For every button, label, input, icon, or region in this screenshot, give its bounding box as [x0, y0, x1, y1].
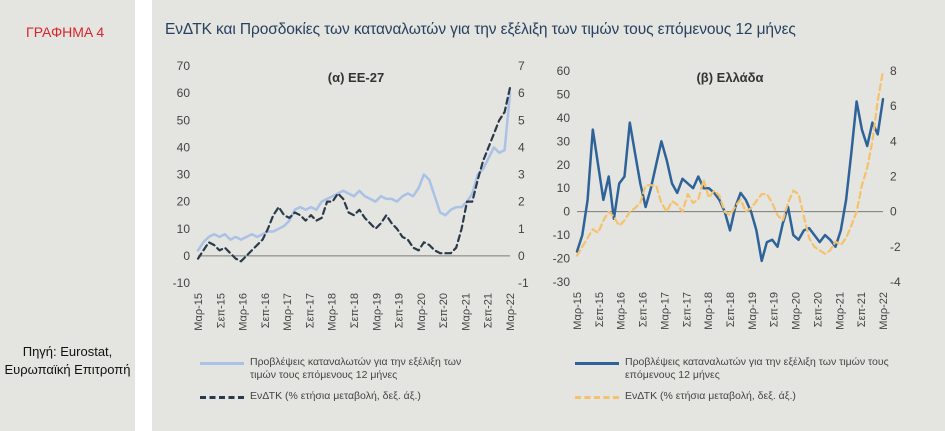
x-tick-label: Σεπ-16: [638, 292, 650, 327]
y-tick-left: -10: [553, 228, 571, 242]
y-tick-left: 30: [177, 168, 191, 182]
x-tick-label: Μαρ-20: [416, 293, 428, 331]
y-tick-left: 60: [557, 64, 571, 78]
x-tick-label: Μαρ-19: [747, 292, 759, 330]
legend-gr-expectations-label: Προβλέψεις καταναλωτών για την εξέλιξη τ…: [625, 356, 889, 381]
x-tick-label: Σεπ-17: [304, 293, 316, 328]
y-tick-left: -20: [553, 252, 571, 266]
panel-title-eu: (α) ΕΕ-27: [328, 70, 384, 85]
legend-gr: Προβλέψεις καταναλωτών για την εξέλιξη τ…: [575, 356, 895, 404]
y-tick-right: -4: [890, 275, 901, 289]
x-tick-label: Μαρ-15: [572, 292, 584, 330]
y-tick-right: 2: [890, 170, 897, 184]
hicp-line-gr: [575, 69, 885, 257]
x-tick-label: Σεπ-20: [812, 292, 824, 327]
y-tick-right: -1: [518, 276, 529, 290]
legend-gr-hicp-label: ΕνΔΤΚ (% ετήσια μεταβολή, δεξ. άξ.): [625, 390, 796, 402]
x-tick-label: Μαρ-21: [460, 293, 472, 331]
y-tick-left: -30: [553, 275, 571, 289]
y-tick-right: 7: [518, 59, 525, 73]
y-tick-right: 5: [518, 113, 525, 127]
legend-eu-hicp: ΕνΔΤΚ (% ετήσια μεταβολή, δεξ. άξ.): [200, 390, 490, 404]
x-tick-label: Μαρ-20: [791, 292, 803, 330]
y-tick-right: 2: [518, 195, 525, 209]
legend-gr-expectations-swatch: [575, 362, 619, 365]
y-tick-right: 0: [890, 205, 897, 219]
source-note: Πηγή: Eurostat, Ευρωπαϊκή Επιτροπή: [4, 344, 131, 377]
x-tick-label: Μαρ-17: [282, 293, 294, 331]
x-tick-label: Σεπ-21: [856, 292, 868, 327]
y-tick-left: 40: [557, 111, 571, 125]
expectations-line-gr: [575, 97, 885, 263]
y-tick-left: 20: [177, 195, 191, 209]
y-tick-right: 6: [518, 86, 525, 100]
y-tick-left: 70: [177, 59, 191, 73]
x-tick-label: Σεπ-17: [681, 292, 693, 327]
x-tick-label: Σεπ-16: [260, 293, 272, 328]
legend-eu-hicp-label: ΕνΔΤΚ (% ετήσια μεταβολή, δεξ. άξ.): [250, 390, 421, 402]
legend-eu-expectations-swatch: [200, 362, 244, 365]
x-tick-label: Μαρ-17: [659, 292, 671, 330]
y-tick-right: 6: [890, 99, 897, 113]
y-tick-right: 4: [518, 140, 525, 154]
x-tick-label: Μαρ-16: [238, 293, 250, 331]
x-tick-label: Μαρ-18: [703, 292, 715, 330]
y-tick-left: 50: [557, 87, 571, 101]
x-tick-label: Μαρ-22: [505, 293, 517, 331]
x-tick-label: Μαρ-15: [193, 293, 205, 331]
legend-eu-expectations-label: Προβλέψεις καταναλωτών για την εξέλιξη τ…: [250, 356, 462, 381]
x-tick-label: Σεπ-15: [215, 293, 227, 328]
y-tick-left: 0: [183, 249, 190, 263]
y-tick-left: 20: [557, 158, 571, 172]
x-tick-label: Μαρ-16: [616, 292, 628, 330]
y-tick-left: 0: [563, 205, 570, 219]
figure-label: ΓΡΑΦΗΜΑ 4: [26, 24, 105, 40]
y-tick-left: 10: [557, 181, 571, 195]
x-tick-label: Μαρ-18: [327, 293, 339, 331]
legend-gr-expectations: Προβλέψεις καταναλωτών για την εξέλιξη τ…: [575, 356, 895, 384]
figure-title: ΕνΔΤΚ και Προσδοκίες των καταναλωτών για…: [165, 21, 796, 38]
legend-eu-hicp-swatch: [200, 396, 244, 399]
y-tick-right: 3: [518, 168, 525, 182]
x-tick-label: Μαρ-19: [371, 293, 383, 331]
x-tick-label: Σεπ-21: [483, 293, 495, 328]
y-tick-left: 10: [177, 222, 191, 236]
x-tick-label: Σεπ-15: [594, 292, 606, 327]
legend-eu: Προβλέψεις καταναλωτών για την εξέλιξη τ…: [200, 356, 490, 404]
x-tick-label: Μαρ-22: [878, 292, 890, 330]
x-tick-label: Μαρ-21: [834, 292, 846, 330]
panel-title-gr: (β) Ελλάδα: [696, 70, 763, 85]
x-tick-label: Σεπ-19: [769, 292, 781, 327]
x-tick-label: Σεπ-20: [438, 293, 450, 328]
chart-panel: [152, 0, 945, 431]
chart-gr: (β) Ελλάδα6050403020100-10-20-3086420-2-…: [553, 64, 901, 330]
expectations-line-eu: [196, 91, 512, 252]
legend-eu-expectations: Προβλέψεις καταναλωτών για την εξέλιξη τ…: [200, 356, 490, 384]
legend-gr-hicp-swatch: [575, 396, 619, 399]
hicp-line-eu: [196, 86, 512, 263]
x-tick-label: Σεπ-19: [394, 293, 406, 328]
y-tick-left: 30: [557, 134, 571, 148]
y-tick-left: 60: [177, 86, 191, 100]
y-tick-right: 0: [518, 249, 525, 263]
x-tick-label: Σεπ-18: [349, 293, 361, 328]
y-tick-right: 1: [518, 222, 525, 236]
x-tick-label: Σεπ-18: [725, 292, 737, 327]
y-tick-right: 8: [890, 64, 897, 78]
legend-gr-hicp: ΕνΔΤΚ (% ετήσια μεταβολή, δεξ. άξ.): [575, 390, 895, 404]
y-tick-left: -10: [173, 276, 191, 290]
y-tick-right: -2: [890, 240, 901, 254]
y-tick-right: 4: [890, 134, 897, 148]
chart-eu: (α) ΕΕ-27706050403020100-1076543210-1Μαρ…: [173, 59, 529, 331]
sidebar-panel: ΓΡΑΦΗΜΑ 4 Πηγή: Eurostat, Ευρωπαϊκή Επιτ…: [0, 0, 135, 431]
y-tick-left: 40: [177, 140, 191, 154]
y-tick-left: 50: [177, 113, 191, 127]
